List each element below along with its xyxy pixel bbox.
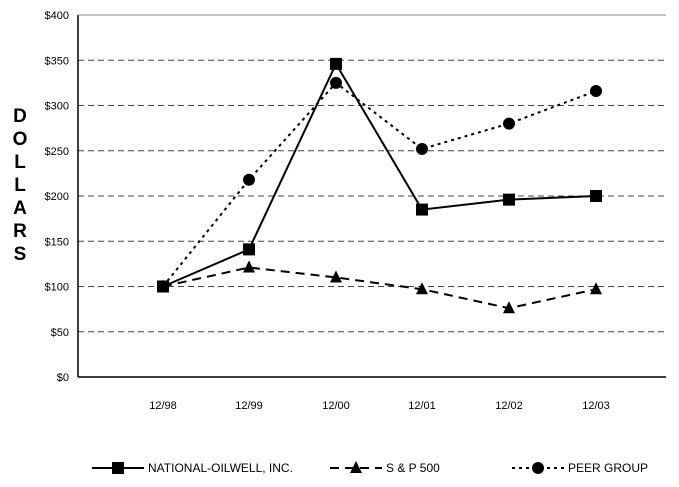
legend-item: NATIONAL-OILWELL, INC. [92, 456, 293, 480]
y-axis-label-letter: R [13, 221, 27, 242]
legend-label: PEER GROUP [568, 461, 649, 475]
series-line-square [162, 61, 597, 288]
data-point-square [243, 243, 255, 256]
series-line-triangle [162, 266, 597, 310]
y-tick-label: $250 [45, 146, 69, 158]
y-tick-label: $50 [51, 327, 69, 339]
legend-swatch-circle [512, 462, 564, 474]
y-tick-label: $100 [45, 282, 69, 294]
data-point-triangle [243, 260, 255, 273]
y-axis-label-letter: O [12, 129, 28, 150]
y-axis-label-letter: L [14, 175, 26, 196]
y-axis-label-letter: D [13, 106, 27, 127]
x-tick-label: 12/03 [582, 400, 610, 412]
data-point-square [416, 203, 428, 216]
data-point-square [157, 280, 169, 293]
data-point-square [503, 193, 515, 206]
y-axis-label-letter: A [13, 198, 27, 219]
data-point-triangle [503, 301, 515, 314]
x-tick-label: 12/01 [408, 400, 436, 412]
x-tick-label: 12/99 [235, 400, 263, 412]
data-point-square [590, 190, 602, 202]
data-point-triangle [416, 282, 428, 295]
x-tick-label: 12/98 [149, 400, 177, 412]
data-point-triangle [330, 270, 342, 283]
data-point-circle [330, 76, 342, 89]
x-tick-label: 12/00 [322, 400, 350, 412]
legend-label: NATIONAL-OILWELL, INC. [148, 461, 293, 475]
y-axis-label-letter: S [13, 244, 27, 265]
data-point-square [330, 57, 342, 70]
y-tick-label: $150 [45, 236, 69, 248]
legend: NATIONAL-OILWELL, INC. S & P 500 PEER GROU… [0, 456, 679, 480]
y-tick-label: $400 [45, 10, 69, 22]
data-point-circle [503, 117, 515, 130]
legend-item: PEER GROUP [512, 456, 648, 480]
y-axis-label-letter: L [14, 152, 26, 173]
data-point-circle [590, 85, 602, 98]
y-tick-label: $300 [45, 101, 69, 113]
data-point-triangle [590, 282, 602, 295]
legend-label: S & P 500 [386, 461, 440, 475]
legend-swatch-triangle [330, 461, 382, 473]
legend-item: S & P 500 [330, 456, 440, 480]
data-point-circle [243, 173, 255, 186]
legend-swatch-square [92, 462, 144, 474]
y-tick-label: $0 [57, 372, 69, 384]
series-line-circle [162, 81, 597, 288]
data-point-circle [416, 142, 428, 155]
y-tick-label: $350 [45, 55, 69, 67]
x-tick-label: 12/02 [495, 400, 523, 412]
y-tick-label: $200 [45, 191, 69, 203]
